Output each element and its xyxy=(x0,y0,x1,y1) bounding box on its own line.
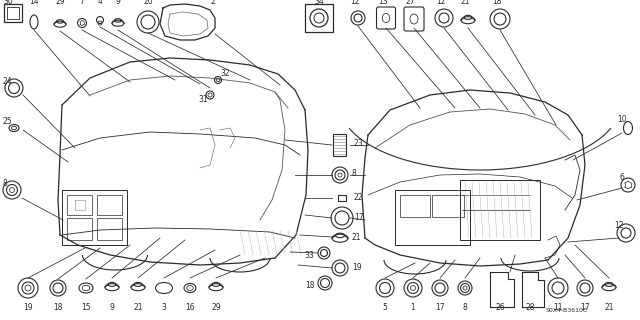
Text: 12: 12 xyxy=(436,0,445,6)
Text: 8: 8 xyxy=(352,169,356,178)
Bar xyxy=(62,190,127,245)
Bar xyxy=(97,218,122,240)
Bar xyxy=(333,134,346,156)
Text: 17: 17 xyxy=(435,303,445,313)
Text: 21: 21 xyxy=(352,233,362,242)
Text: 12: 12 xyxy=(350,0,360,6)
Bar xyxy=(67,195,92,215)
Bar xyxy=(7,7,19,19)
Text: 20: 20 xyxy=(143,0,153,6)
Bar xyxy=(460,180,540,240)
Text: 18: 18 xyxy=(53,303,63,313)
Text: 19: 19 xyxy=(352,263,362,273)
Text: 34: 34 xyxy=(314,0,324,6)
Text: 19: 19 xyxy=(23,303,33,313)
Text: 18: 18 xyxy=(492,0,502,6)
Text: 31: 31 xyxy=(198,95,208,105)
Text: 24: 24 xyxy=(2,77,12,86)
Text: 29: 29 xyxy=(211,303,221,313)
Bar xyxy=(67,218,92,240)
Text: 3: 3 xyxy=(161,303,166,313)
Text: 25: 25 xyxy=(2,117,12,126)
Text: 33: 33 xyxy=(304,251,314,260)
Bar xyxy=(4,4,22,22)
Text: 8: 8 xyxy=(463,303,467,313)
Text: 15: 15 xyxy=(81,303,91,313)
Text: 12: 12 xyxy=(614,220,624,229)
Text: 18: 18 xyxy=(305,281,315,290)
Text: 32: 32 xyxy=(220,69,230,78)
Bar xyxy=(305,4,333,32)
Text: 4: 4 xyxy=(97,0,102,6)
Text: 17: 17 xyxy=(354,213,364,222)
Text: 26: 26 xyxy=(495,303,505,313)
Text: 13: 13 xyxy=(378,0,388,6)
Text: 29: 29 xyxy=(55,0,65,6)
Text: 10: 10 xyxy=(617,116,627,124)
Text: 27: 27 xyxy=(405,0,415,6)
Bar xyxy=(338,195,346,201)
Text: S0X4-B3610C: S0X4-B3610C xyxy=(546,308,588,314)
Text: 1: 1 xyxy=(411,303,415,313)
Text: 11: 11 xyxy=(553,303,563,313)
Bar xyxy=(395,190,470,245)
Text: 21: 21 xyxy=(604,303,614,313)
Text: 21: 21 xyxy=(460,0,470,6)
Text: 7: 7 xyxy=(79,0,84,6)
Text: 9: 9 xyxy=(109,303,115,313)
Text: 5: 5 xyxy=(383,303,387,313)
Text: 22: 22 xyxy=(353,194,362,203)
Text: 9: 9 xyxy=(116,0,120,6)
Text: 17: 17 xyxy=(580,303,590,313)
Bar xyxy=(432,195,464,217)
Text: 21: 21 xyxy=(133,303,143,313)
Text: 28: 28 xyxy=(525,303,535,313)
Bar xyxy=(97,195,122,215)
Text: 2: 2 xyxy=(211,0,216,6)
Text: 30: 30 xyxy=(3,0,13,6)
Bar xyxy=(400,195,430,217)
Text: 23: 23 xyxy=(353,139,363,148)
Text: 16: 16 xyxy=(185,303,195,313)
Text: 14: 14 xyxy=(29,0,39,6)
Text: 8: 8 xyxy=(3,179,8,188)
Text: 6: 6 xyxy=(620,172,625,181)
